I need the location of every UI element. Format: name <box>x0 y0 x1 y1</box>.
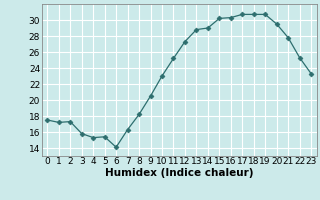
X-axis label: Humidex (Indice chaleur): Humidex (Indice chaleur) <box>105 168 253 178</box>
